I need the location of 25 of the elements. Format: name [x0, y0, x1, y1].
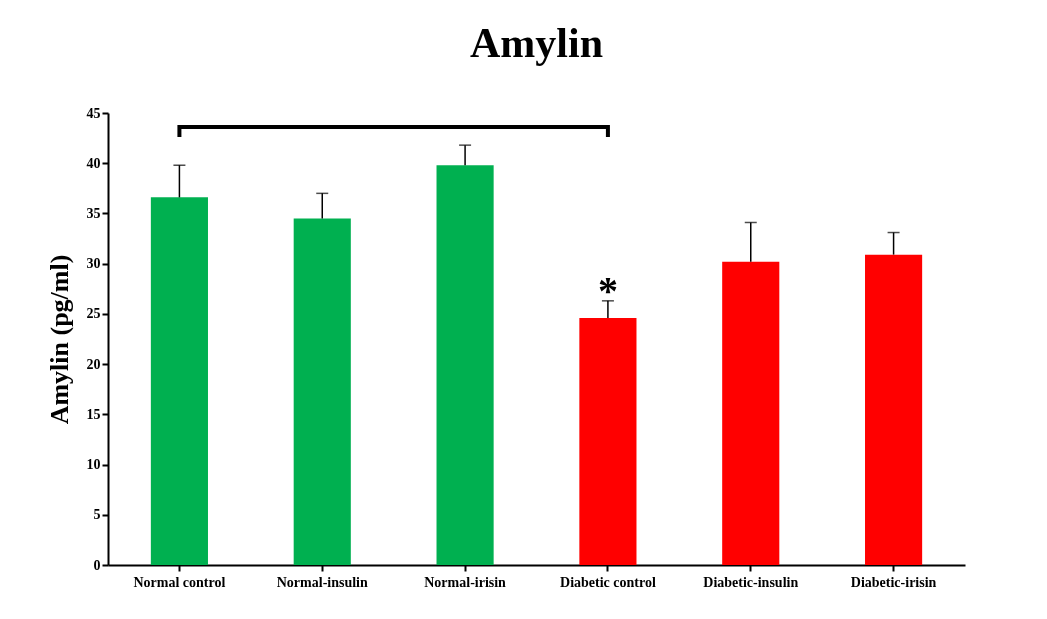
y-tick-label: 10	[86, 457, 101, 473]
y-tick-label: 15	[86, 406, 101, 422]
x-tick-label: Normal control	[133, 574, 226, 590]
y-tick-label: 20	[86, 356, 101, 372]
bar	[293, 218, 351, 565]
x-tick-label: Diabetic control	[560, 574, 656, 590]
annotation: *	[597, 267, 618, 313]
x-tick-label: Diabetic-insulin	[703, 574, 799, 590]
bar	[865, 254, 923, 565]
x-tick-label: Normal-insulin	[276, 574, 368, 590]
bar	[579, 317, 637, 565]
bar	[436, 165, 494, 565]
y-tick-label: 5	[93, 507, 101, 523]
y-tick-label: 40	[86, 155, 101, 171]
bar	[150, 197, 208, 565]
y-tick-label: 25	[86, 306, 101, 322]
y-axis-title: Amylin (pg/ml)	[44, 254, 74, 425]
y-tick-label: 35	[86, 205, 101, 221]
chart-title: Amylin	[469, 20, 604, 66]
y-tick-label: 0	[93, 557, 101, 573]
x-tick-label: Normal-irisin	[424, 574, 507, 590]
y-tick-label: 30	[86, 256, 101, 272]
x-tick-label: Diabetic-irisin	[850, 574, 937, 590]
y-tick-label: 45	[86, 105, 101, 121]
bar	[722, 261, 780, 565]
